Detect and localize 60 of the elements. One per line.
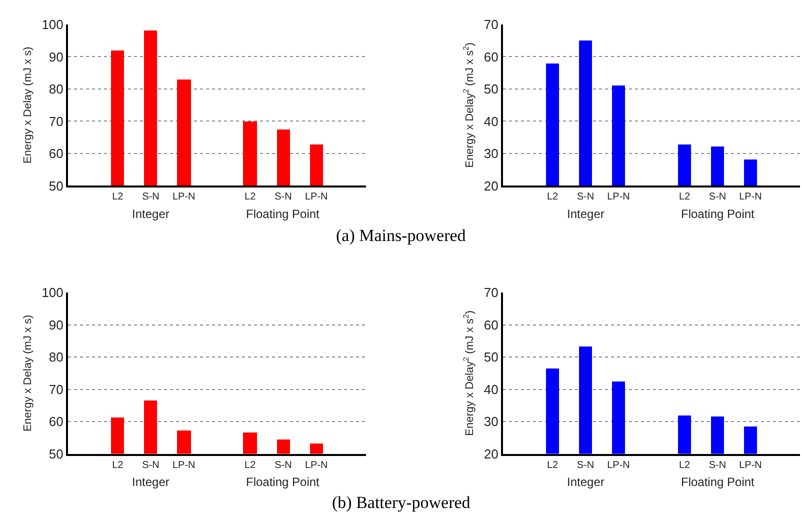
y-tick-label: 80: [48, 82, 64, 97]
x-tick-label: LP-N: [607, 460, 630, 471]
y-tick-label: 60: [48, 414, 64, 430]
y-axis-title: Energy x Delay (mJ x s): [22, 46, 34, 164]
x-tick-label: LP-N: [739, 192, 762, 203]
y-tick-label: 50: [484, 82, 498, 97]
x-tick-label: S-N: [576, 192, 594, 203]
y-tick-label: 30: [484, 146, 498, 162]
y-tick-label: 30: [484, 414, 498, 430]
x-tick-label: L2: [244, 460, 256, 471]
y-tick-label: 60: [484, 49, 498, 64]
x-tick-label: S-N: [576, 460, 594, 471]
text: Integer: [132, 475, 170, 489]
x-tick-label: S-N: [274, 192, 292, 203]
x-tick-label: L2: [112, 192, 124, 203]
x-tick-label: LP-N: [172, 192, 196, 203]
text: Floating Point: [681, 475, 756, 489]
x-tick-label: L2: [244, 192, 256, 203]
x-tick-label: L2: [678, 192, 690, 203]
text: Floating Point: [246, 207, 320, 221]
text: Integer: [567, 207, 604, 221]
x-tick-label: S-N: [708, 460, 726, 471]
x-tick-label: S-N: [708, 192, 726, 203]
x-tick-label: S-N: [142, 192, 160, 203]
y-tick-label: 70: [48, 382, 64, 397]
y-tick-label: 20: [484, 178, 498, 194]
x-tick-label: LP-N: [739, 460, 762, 471]
x-tick-label: L2: [546, 192, 558, 203]
y-tick-label: 50: [48, 178, 64, 194]
y-tick-label: 100: [42, 17, 64, 32]
y-tick-label: 50: [484, 350, 498, 365]
y-tick-label: 70: [48, 114, 64, 129]
y-tick-label: 90: [48, 317, 64, 332]
y-tick-label: 100: [42, 285, 64, 300]
y-tick-label: 80: [48, 350, 64, 365]
y-tick-label: 50: [48, 446, 64, 462]
x-tick-label: L2: [546, 460, 558, 471]
x-tick-label: LP-N: [607, 192, 630, 203]
x-tick-label: LP-N: [304, 460, 328, 471]
y-tick-label: 40: [484, 382, 498, 397]
x-tick-label: L2: [678, 460, 690, 471]
y-tick-label: 70: [484, 285, 498, 300]
x-tick-label: LP-N: [304, 192, 328, 203]
y-tick-label: 90: [48, 49, 64, 64]
text: (b) Battery-powered: [332, 493, 471, 512]
text: Integer: [132, 207, 170, 221]
text: Integer: [567, 475, 604, 489]
y-tick-label: 60: [48, 146, 64, 162]
text: (a) Mains-powered: [336, 226, 466, 245]
x-tick-label: L2: [112, 460, 124, 471]
x-tick-label: S-N: [274, 460, 292, 471]
x-tick-label: S-N: [142, 460, 160, 471]
x-tick-label: LP-N: [172, 460, 196, 471]
text: Floating Point: [246, 475, 320, 489]
y-tick-label: 40: [484, 114, 498, 129]
text: Floating Point: [681, 207, 756, 221]
y-tick-label: 60: [484, 317, 498, 332]
y-tick-label: 20: [484, 446, 498, 462]
y-tick-label: 70: [484, 17, 498, 32]
y-axis-title: Energy x Delay (mJ x s): [22, 314, 34, 432]
